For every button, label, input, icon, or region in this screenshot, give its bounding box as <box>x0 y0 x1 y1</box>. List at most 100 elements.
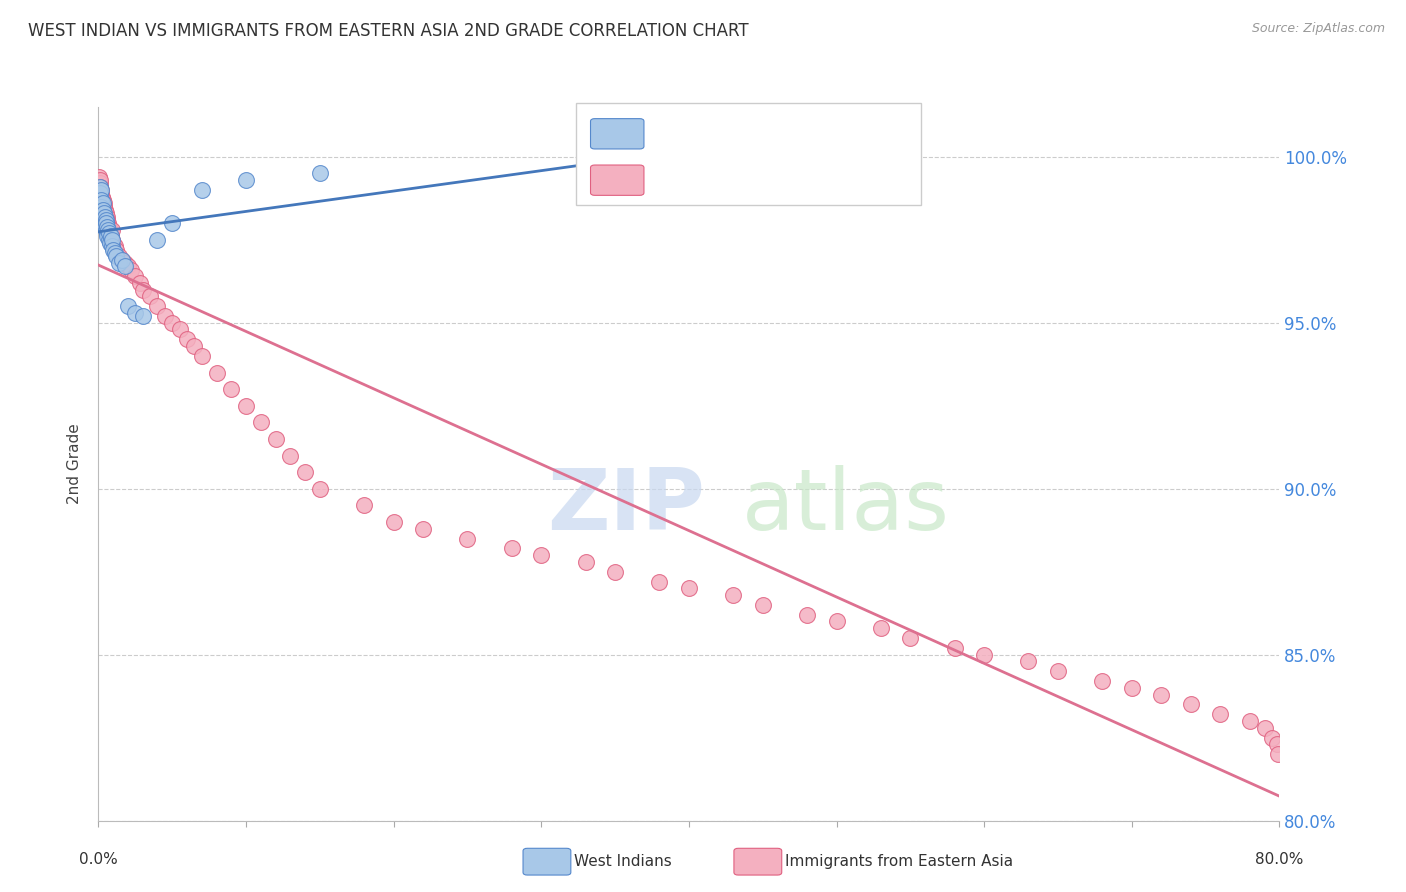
Text: 0.0%: 0.0% <box>79 852 118 867</box>
Point <box>1265 737 1288 751</box>
Point <box>114 256 136 270</box>
Point <box>1046 665 1069 679</box>
Point <box>94 202 117 217</box>
Text: atlas: atlas <box>742 465 950 549</box>
Point <box>751 598 773 612</box>
Point <box>97 216 120 230</box>
Point <box>94 216 117 230</box>
Point <box>93 206 115 220</box>
Point <box>132 309 155 323</box>
Point <box>574 555 596 569</box>
Point <box>103 243 125 257</box>
Point <box>132 283 155 297</box>
Point <box>111 252 134 267</box>
Point <box>114 260 136 274</box>
Point <box>94 223 117 237</box>
Point <box>104 239 127 253</box>
Point <box>1209 707 1232 722</box>
Point <box>530 548 553 562</box>
Point <box>605 565 627 579</box>
Point <box>900 631 922 645</box>
Point <box>97 223 120 237</box>
Point <box>501 541 523 556</box>
Point <box>169 322 191 336</box>
Point <box>183 339 205 353</box>
Point <box>278 449 302 463</box>
Text: R = -0.096   N = 99: R = -0.096 N = 99 <box>651 173 801 187</box>
Point <box>235 173 257 187</box>
Point <box>91 202 114 217</box>
Point <box>120 262 142 277</box>
Point <box>825 615 848 629</box>
Point <box>100 229 122 244</box>
Point <box>191 349 214 363</box>
Point <box>100 223 122 237</box>
Point <box>162 216 183 230</box>
Point <box>382 515 405 529</box>
Point <box>205 366 228 380</box>
Point <box>1091 674 1114 689</box>
Point <box>90 193 112 207</box>
Point <box>94 206 117 220</box>
Point <box>89 186 111 201</box>
Point <box>1180 698 1202 712</box>
Point <box>1261 731 1284 745</box>
Point <box>869 621 891 635</box>
Point <box>678 582 700 596</box>
Point <box>103 236 125 251</box>
Point <box>943 641 966 656</box>
Point <box>93 210 115 224</box>
Text: 80.0%: 80.0% <box>1256 852 1303 867</box>
Point <box>93 213 115 227</box>
Point <box>89 169 111 184</box>
Point <box>412 522 434 536</box>
Point <box>91 210 114 224</box>
Point <box>250 415 273 429</box>
Point <box>90 202 112 217</box>
Point <box>117 260 139 274</box>
Point <box>90 183 112 197</box>
Point <box>264 432 287 446</box>
Point <box>1121 681 1143 695</box>
Point <box>93 196 115 211</box>
Point <box>91 206 114 220</box>
Point <box>90 186 112 201</box>
Point <box>146 299 169 313</box>
Point <box>96 213 118 227</box>
Point <box>146 233 169 247</box>
Point <box>98 236 121 251</box>
Point <box>235 399 257 413</box>
Point <box>1150 688 1173 702</box>
Point <box>94 219 117 234</box>
Point <box>90 186 112 201</box>
Point <box>648 574 671 589</box>
Point <box>176 332 198 346</box>
Point <box>97 233 120 247</box>
Point <box>96 219 118 234</box>
Point <box>101 233 124 247</box>
Point <box>723 588 745 602</box>
Point <box>353 499 375 513</box>
Point <box>294 465 316 479</box>
Point <box>89 189 111 203</box>
Point <box>1017 654 1039 668</box>
Point <box>100 229 122 244</box>
Y-axis label: 2nd Grade: 2nd Grade <box>67 424 83 504</box>
Point <box>101 233 124 247</box>
Point <box>108 256 131 270</box>
Point <box>1239 714 1261 728</box>
Point <box>221 382 243 396</box>
Point <box>139 289 162 303</box>
Point <box>89 177 111 191</box>
Point <box>91 193 114 207</box>
Text: Source: ZipAtlas.com: Source: ZipAtlas.com <box>1251 22 1385 36</box>
Point <box>105 243 128 257</box>
Text: R =   0.334   N = 44: R = 0.334 N = 44 <box>651 127 806 141</box>
Text: West Indians: West Indians <box>574 855 672 869</box>
Point <box>108 249 131 263</box>
Point <box>89 179 111 194</box>
Point <box>100 239 122 253</box>
Text: ZIP: ZIP <box>547 465 704 549</box>
Point <box>117 299 139 313</box>
Point <box>96 210 118 224</box>
